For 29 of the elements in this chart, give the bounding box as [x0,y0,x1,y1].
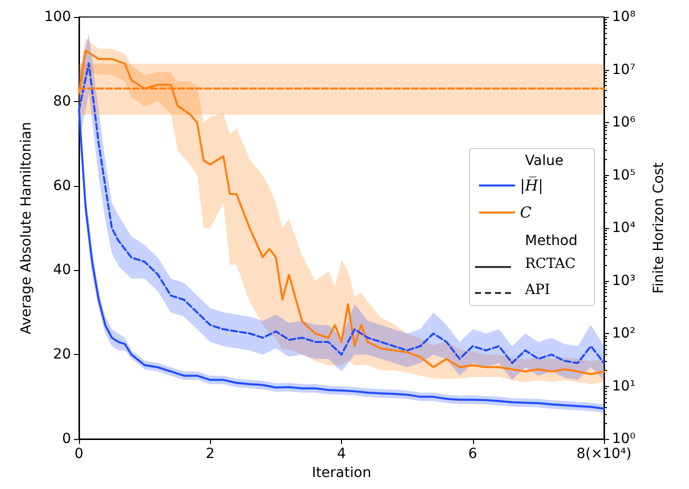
y2-tick-label: 10⁰ [612,431,636,447]
x-tick-label: 6 [468,446,478,462]
legend-label: C [520,204,532,222]
y-tick-label: 60 [53,178,71,194]
y2-tick-label: 10² [612,326,636,342]
y2-tick-label: 10⁴ [612,220,636,236]
x-tick-label: 4 [337,446,346,462]
legend-label: |H̅| [520,176,544,194]
annotation: API [525,282,550,298]
y-tick-label: 20 [53,346,71,363]
y2-tick-label: 10⁷ [612,62,636,78]
y-tick-label: 0 [62,431,71,447]
y2-tick-label: 10³ [612,272,636,289]
x-tick-label: 2 [206,446,215,462]
y2-tick-label: 10⁵ [612,167,636,184]
annotation: RCTAC [525,256,576,272]
y2-tick-label: 10¹ [612,378,636,394]
y-tick-label: 100 [44,9,71,25]
annotation: Method [525,233,578,249]
y2-axis-title: Finite Horizon Cost [651,162,667,294]
y-tick-label: 40 [53,262,71,278]
x-tick-label: 8(×10⁴) [576,446,632,462]
x-tick-label: 0 [74,446,84,462]
y-axis-title: Average Absolute Hamiltonian [18,122,34,334]
legend-title: Value [525,153,564,169]
y2-tick-label: 10⁸ [612,9,636,25]
y-tick-label: 80 [53,93,71,110]
x-axis-title: Iteration [312,464,372,481]
y2-tick-label: 10⁶ [612,114,636,130]
